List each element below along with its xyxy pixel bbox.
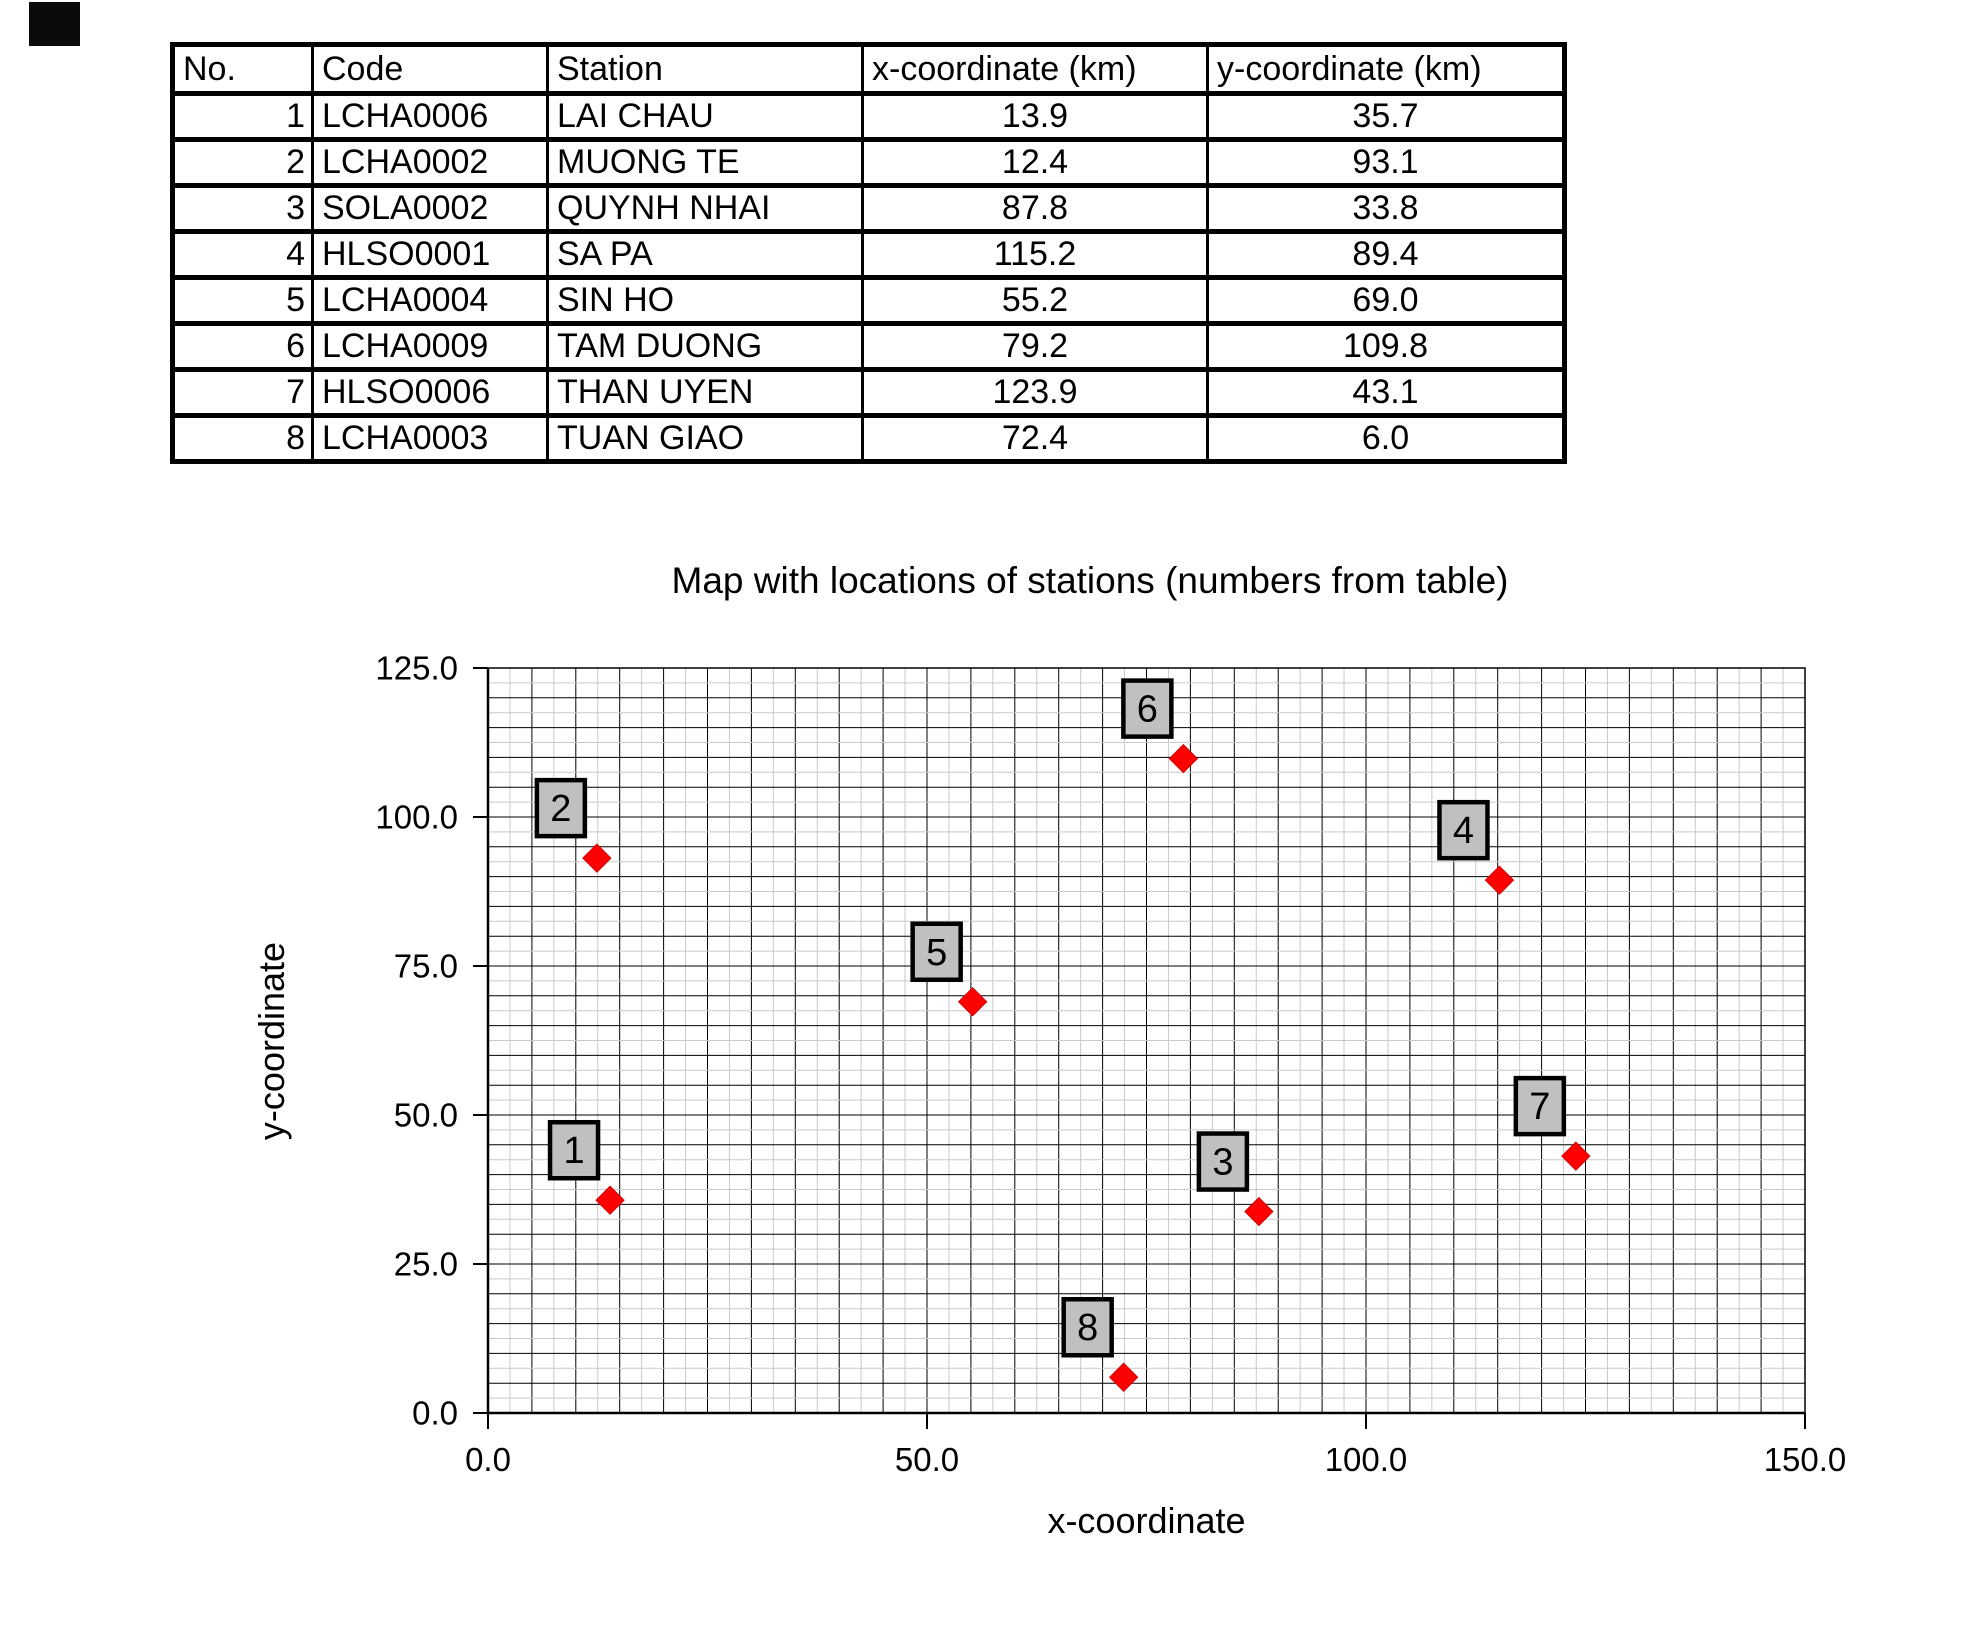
header-row: No. Code Station x-coordinate (km) y-coordin… — [171, 42, 1566, 96]
station-marker — [595, 1185, 625, 1215]
table-cell: 7 — [171, 367, 314, 418]
table-cell: 8 — [171, 413, 314, 464]
table-cell: LCHA0002 — [311, 137, 549, 188]
table-cell: 12.4 — [861, 137, 1209, 188]
y-tick-label: 50.0 — [394, 1097, 458, 1134]
station-label-number: 7 — [1529, 1086, 1550, 1128]
station-marker — [1168, 743, 1199, 774]
table-cell: 2 — [171, 137, 314, 188]
station-label-number: 4 — [1453, 810, 1474, 852]
station-label-box — [1437, 799, 1490, 861]
table-cell: 87.8 — [861, 183, 1209, 234]
station-label-box — [910, 921, 963, 983]
table-row: 3 SOLA0002 QUYNH NHAI 87.8 33.8 — [171, 183, 1566, 234]
table-cell: 72.4 — [861, 413, 1209, 464]
table-cell: HLSO0006 — [311, 367, 549, 418]
table-cell: 89.4 — [1206, 229, 1566, 280]
x-tick-label: 0.0 — [465, 1441, 511, 1478]
table-cell: 1 — [171, 91, 314, 142]
table-cell: 79.2 — [861, 321, 1209, 372]
table-cell: 35.7 — [1206, 91, 1566, 142]
table-cell: 4 — [171, 229, 314, 280]
table-cell: THAN UYEN — [546, 367, 864, 418]
column-header: No. — [171, 42, 314, 96]
table-cell: 13.9 — [861, 91, 1209, 142]
x-axis-title: x-coordinate — [1047, 1500, 1246, 1541]
station-label-box — [1121, 678, 1174, 739]
y-tick-label: 125.0 — [375, 650, 458, 687]
x-tick-label: 50.0 — [895, 1441, 959, 1478]
table-cell: LCHA0006 — [311, 91, 549, 142]
station-table-header: No. Code Station x-coordinate (km) y-coordin… — [171, 42, 1566, 96]
y-tick-label: 25.0 — [394, 1246, 458, 1283]
table-row: 4 HLSO0001 SA PA 115.2 89.4 — [171, 229, 1566, 280]
x-tick-label: 150.0 — [1764, 1441, 1847, 1478]
table-cell: LAI CHAU — [546, 91, 864, 142]
table-cell: 123.9 — [861, 367, 1209, 418]
table-cell: 43.1 — [1206, 367, 1566, 418]
station-marker — [957, 987, 988, 1017]
table-row: 6 LCHA0009 TAM DUONG 79.2 109.8 — [171, 321, 1566, 372]
table-cell: 3 — [171, 183, 314, 234]
station-label-box — [1061, 1296, 1114, 1358]
station-label-number: 6 — [1137, 689, 1158, 731]
column-header: y-coordinate (km) — [1206, 42, 1566, 96]
table-row: 2 LCHA0002 MUONG TE 12.4 93.1 — [171, 137, 1566, 188]
table-row: 7 HLSO0006 THAN UYEN 123.9 43.1 — [171, 367, 1566, 418]
station-label-number: 5 — [926, 932, 947, 974]
table-cell: QUYNH NHAI — [546, 183, 864, 234]
table-cell: HLSO0001 — [311, 229, 549, 280]
table-cell: 55.2 — [861, 275, 1209, 326]
station-marker — [1108, 1362, 1139, 1392]
station-label-number: 3 — [1212, 1142, 1233, 1184]
table-cell: MUONG TE — [546, 137, 864, 188]
column-header: Code — [311, 42, 549, 96]
table-row: 8 LCHA0003 TUAN GIAO 72.4 6.0 — [171, 413, 1566, 464]
table-cell: 115.2 — [861, 229, 1209, 280]
table-cell: LCHA0003 — [311, 413, 549, 464]
table-cell: 93.1 — [1206, 137, 1566, 188]
table-row: 5 LCHA0004 SIN HO 55.2 69.0 — [171, 275, 1566, 326]
table-cell: SIN HO — [546, 275, 864, 326]
station-label-box — [547, 1119, 601, 1181]
column-header: Station — [546, 42, 864, 96]
table-cell: 5 — [171, 275, 314, 326]
table-cell: TUAN GIAO — [546, 413, 864, 464]
y-tick-label: 75.0 — [394, 948, 458, 985]
table-cell: SOLA0002 — [311, 183, 549, 234]
table-cell: 6 — [171, 321, 314, 372]
scan-artifact-black-box — [29, 2, 80, 46]
station-label-number: 8 — [1077, 1307, 1098, 1349]
station-label-box — [534, 777, 588, 839]
station-table-body: 1 LCHA0006 LAI CHAU 13.9 35.7 2 LCHA0002 MUONG … — [171, 91, 1566, 464]
table-cell: LCHA0009 — [311, 321, 549, 372]
table-cell: 109.8 — [1206, 321, 1566, 372]
station-label-number: 2 — [550, 788, 571, 830]
station-marker — [582, 843, 612, 873]
station-marker — [1561, 1141, 1591, 1171]
table-row: 1 LCHA0006 LAI CHAU 13.9 35.7 — [171, 91, 1566, 142]
y-tick-label: 100.0 — [375, 799, 458, 836]
column-header: x-coordinate (km) — [861, 42, 1209, 96]
station-marker — [1244, 1196, 1274, 1227]
x-tick-label: 100.0 — [1325, 1441, 1408, 1478]
station-marker — [1484, 865, 1515, 895]
table-cell: 6.0 — [1206, 413, 1566, 464]
station-label-box — [1513, 1075, 1567, 1137]
table-cell: 33.8 — [1206, 183, 1566, 234]
station-label-box — [1196, 1131, 1250, 1192]
y-tick-label: 0.0 — [412, 1395, 458, 1432]
station-table: No. Code Station x-coordinate (km) y-coordin… — [170, 42, 1567, 464]
station-label-number: 1 — [563, 1130, 584, 1172]
table-cell: 69.0 — [1206, 275, 1566, 326]
table-cell: TAM DUONG — [546, 321, 864, 372]
table-cell: LCHA0004 — [311, 275, 549, 326]
chart-title: Map with locations of stations (numbers … — [671, 560, 1509, 601]
table-cell: SA PA — [546, 229, 864, 280]
